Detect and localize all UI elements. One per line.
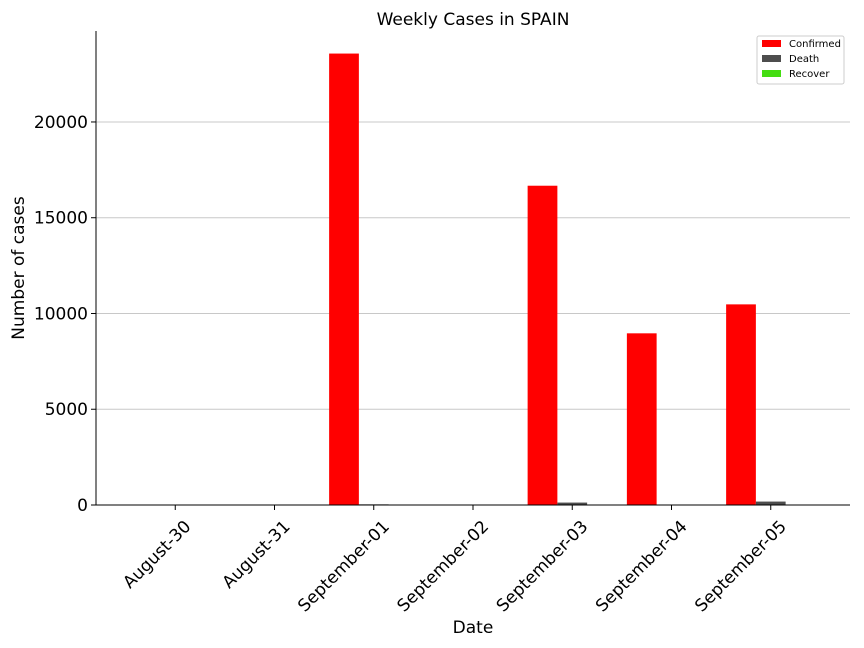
legend-swatch-death	[762, 55, 781, 62]
y-tick-label: 5000	[45, 400, 88, 420]
bar-death-september-03	[557, 502, 588, 505]
x-tick-label: September-03	[493, 517, 592, 616]
x-ticks: August-30 August-31 September-01 September-…	[119, 505, 791, 616]
x-tick-label: August-30	[119, 517, 195, 593]
bar-confirmed-september-01	[329, 53, 359, 505]
x-tick-label: September-02	[394, 517, 493, 616]
y-ticks: 0 5000 10000 15000 20000	[34, 113, 96, 516]
bar-confirmed-september-03	[527, 185, 558, 505]
x-tick-label: September-05	[691, 517, 790, 616]
legend-swatch-recover	[762, 70, 781, 77]
legend-label-death: Death	[789, 54, 819, 65]
x-axis-label: Date	[453, 618, 494, 638]
legend-swatch-confirmed	[762, 40, 781, 47]
chart-title: Weekly Cases in SPAIN	[377, 10, 570, 30]
y-tick-label: 20000	[34, 113, 88, 133]
grid-lines	[96, 121, 850, 410]
y-tick-label: 0	[77, 496, 88, 516]
x-tick-label: August-31	[219, 517, 295, 593]
x-tick-label: September-01	[294, 517, 393, 616]
x-tick-label: September-04	[592, 517, 691, 616]
bar-confirmed-september-04	[626, 333, 657, 505]
bar-confirmed-september-05	[726, 304, 756, 505]
y-tick-label: 10000	[34, 304, 88, 324]
y-tick-label: 15000	[34, 209, 88, 229]
bars	[329, 53, 786, 505]
y-axis-label: Number of cases	[9, 196, 29, 340]
bar-death-september-05	[755, 501, 786, 505]
legend-label-recover: Recover	[789, 69, 830, 80]
legend: Confirmed Death Recover	[756, 35, 845, 85]
legend-label-confirmed: Confirmed	[789, 39, 841, 50]
